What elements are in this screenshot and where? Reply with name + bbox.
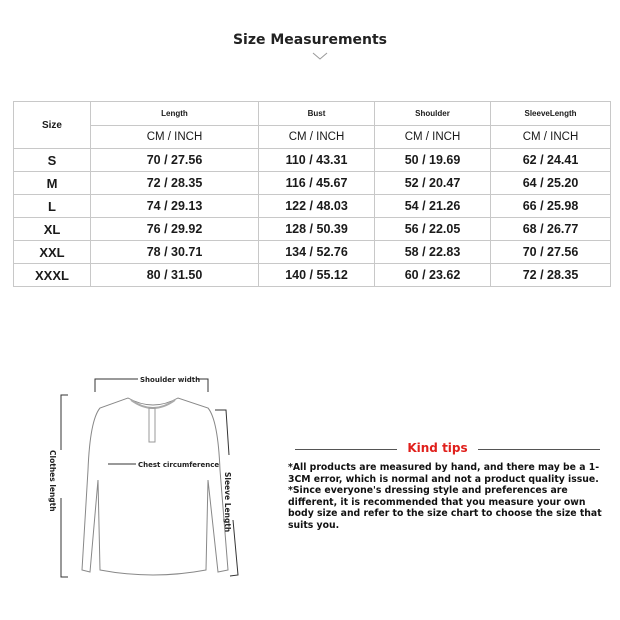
measurement-cell: 122 / 48.03 <box>258 194 375 218</box>
shirt-outline-icon <box>81 397 229 576</box>
divider <box>295 449 397 450</box>
shoulder-width-label: Shoulder width <box>140 376 200 384</box>
kind-tips-text: *All products are measured by hand, and … <box>288 462 602 531</box>
measurement-cell: 66 / 25.98 <box>490 194 611 218</box>
measurement-cell: 74 / 29.13 <box>90 194 259 218</box>
table-row: XXL 78 / 30.71 134 / 52.76 58 / 22.83 70 / 2… <box>13 240 611 264</box>
unit-header: CM / INCH <box>490 125 611 149</box>
size-header: Size <box>13 101 91 149</box>
table-row: L 74 / 29.13 122 / 48.03 54 / 21.26 66 / 25.… <box>13 194 611 218</box>
table-row: M 72 / 28.35 116 / 45.67 52 / 20.47 64 / 25.… <box>13 171 611 195</box>
measurement-cell: 76 / 29.92 <box>90 217 259 241</box>
measurement-cell: 54 / 21.26 <box>374 194 491 218</box>
unit-header: CM / INCH <box>374 125 491 149</box>
measurement-cell: 62 / 24.41 <box>490 148 611 172</box>
divider <box>478 449 600 450</box>
size-cell: XXL <box>13 240 91 264</box>
column-header: Length <box>90 101 259 126</box>
measurement-cell: 72 / 28.35 <box>490 263 611 287</box>
size-table: Size Length Bust Shoulder SleeveLength C… <box>13 101 611 287</box>
measurement-cell: 70 / 27.56 <box>90 148 259 172</box>
size-cell: XXXL <box>13 263 91 287</box>
kind-tips-title: Kind tips <box>407 441 468 455</box>
sleeve-length-label: Sleeve Length <box>223 472 232 532</box>
measurement-cell: 60 / 23.62 <box>374 263 491 287</box>
measurement-cell: 140 / 55.12 <box>258 263 375 287</box>
measurement-cell: 70 / 27.56 <box>490 240 611 264</box>
table-row: S 70 / 27.56 110 / 43.31 50 / 19.69 62 / 24.… <box>13 148 611 172</box>
table-row: XL 76 / 29.92 128 / 50.39 56 / 22.05 68 / 26… <box>13 217 611 241</box>
measurement-cell: 58 / 22.83 <box>374 240 491 264</box>
measurement-cell: 78 / 30.71 <box>90 240 259 264</box>
measurement-cell: 134 / 52.76 <box>258 240 375 264</box>
measurement-cell: 80 / 31.50 <box>90 263 259 287</box>
measurement-cell: 64 / 25.20 <box>490 171 611 195</box>
column-header: Bust <box>258 101 375 126</box>
column-header: Shoulder <box>374 101 491 126</box>
measurement-cell: 116 / 45.67 <box>258 171 375 195</box>
chevron-down-icon <box>312 52 328 60</box>
measurement-cell: 50 / 19.69 <box>374 148 491 172</box>
size-cell: XL <box>13 217 91 241</box>
unit-header: CM / INCH <box>90 125 259 149</box>
size-cell: S <box>13 148 91 172</box>
table-row: XXXL 80 / 31.50 140 / 55.12 60 / 23.62 72 / … <box>13 263 611 287</box>
measurement-cell: 52 / 20.47 <box>374 171 491 195</box>
chest-label: Chest circumference <box>138 461 219 469</box>
page-title: Size Measurements <box>232 32 388 48</box>
measurement-cell: 110 / 43.31 <box>258 148 375 172</box>
unit-header: CM / INCH <box>258 125 375 149</box>
shirt-diagram: Shoulder width Chest circumference Cloth… <box>48 376 239 578</box>
size-cell: M <box>13 171 91 195</box>
measurement-cell: 56 / 22.05 <box>374 217 491 241</box>
measurement-cell: 72 / 28.35 <box>90 171 259 195</box>
clothes-length-label: Clothes length <box>48 450 57 512</box>
column-header: SleeveLength <box>490 101 611 126</box>
measurement-cell: 68 / 26.77 <box>490 217 611 241</box>
size-cell: L <box>13 194 91 218</box>
measurement-cell: 128 / 50.39 <box>258 217 375 241</box>
